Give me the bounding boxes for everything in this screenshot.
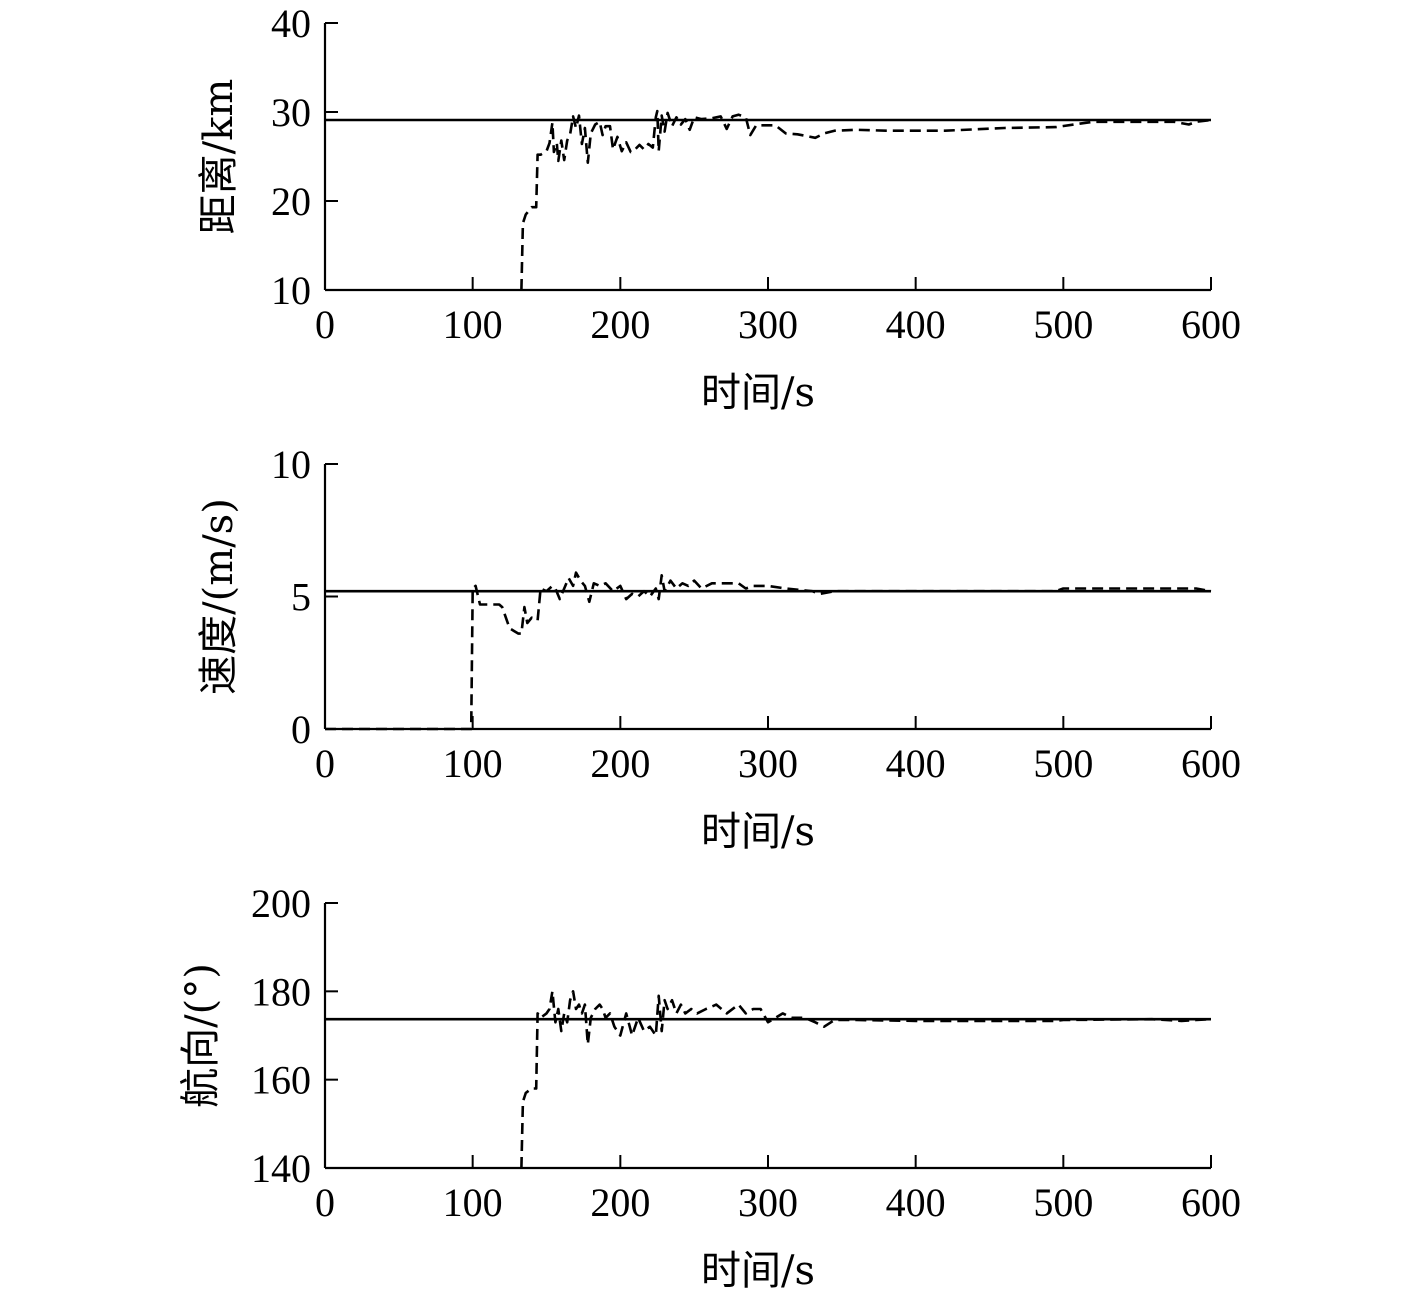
x-tick-label: 400 — [886, 302, 946, 347]
y-tick-label: 10 — [271, 442, 311, 487]
x-tick-label: 400 — [886, 741, 946, 786]
y-axis-title: 航向/(°) — [178, 963, 224, 1108]
y-axis-title: 速度/(m/s) — [196, 498, 242, 695]
y-tick-label: 0 — [291, 707, 311, 752]
chart-panel-3: 140 160 180 200 0 100 200 300 400 500 600 时间/s 航向/(°… — [178, 881, 1241, 1294]
x-tick-label: 200 — [590, 741, 650, 786]
x-tick-label: 0 — [315, 302, 335, 347]
y-tick-label: 140 — [251, 1146, 311, 1191]
x-tick-label: 500 — [1033, 302, 1093, 347]
estimate-series-line — [520, 109, 1212, 291]
x-tick-label: 500 — [1033, 1180, 1093, 1225]
y-tick-label: 40 — [271, 1, 311, 46]
x-tick-label: 600 — [1181, 741, 1241, 786]
y-tick-label: 5 — [291, 575, 311, 620]
y-tick-label: 30 — [271, 90, 311, 135]
estimate-series-line — [325, 571, 1212, 731]
y-tick-label: 20 — [271, 179, 311, 224]
x-axis-title: 时间/s — [701, 809, 815, 855]
x-axis-title: 时间/s — [701, 1248, 815, 1294]
x-tick-label: 600 — [1181, 1180, 1241, 1225]
x-tick-label: 400 — [886, 1180, 946, 1225]
y-tick-label: 160 — [251, 1058, 311, 1103]
y-axis-title: 距离/km — [196, 79, 242, 235]
x-axis-title: 时间/s — [701, 370, 815, 416]
x-tick-label: 500 — [1033, 741, 1093, 786]
x-tick-label: 300 — [738, 302, 798, 347]
x-tick-label: 0 — [315, 741, 335, 786]
x-tick-label: 300 — [738, 741, 798, 786]
y-tick-label: 10 — [271, 268, 311, 313]
y-tick-label: 180 — [251, 969, 311, 1014]
x-tick-label: 100 — [443, 741, 503, 786]
x-tick-label: 300 — [738, 1180, 798, 1225]
x-tick-label: 600 — [1181, 302, 1241, 347]
y-tick-label: 200 — [251, 881, 311, 926]
estimate-series-line — [520, 989, 1212, 1169]
x-tick-label: 100 — [443, 1180, 503, 1225]
x-tick-label: 200 — [590, 302, 650, 347]
x-tick-label: 100 — [443, 302, 503, 347]
x-tick-label: 0 — [315, 1180, 335, 1225]
x-tick-label: 200 — [590, 1180, 650, 1225]
